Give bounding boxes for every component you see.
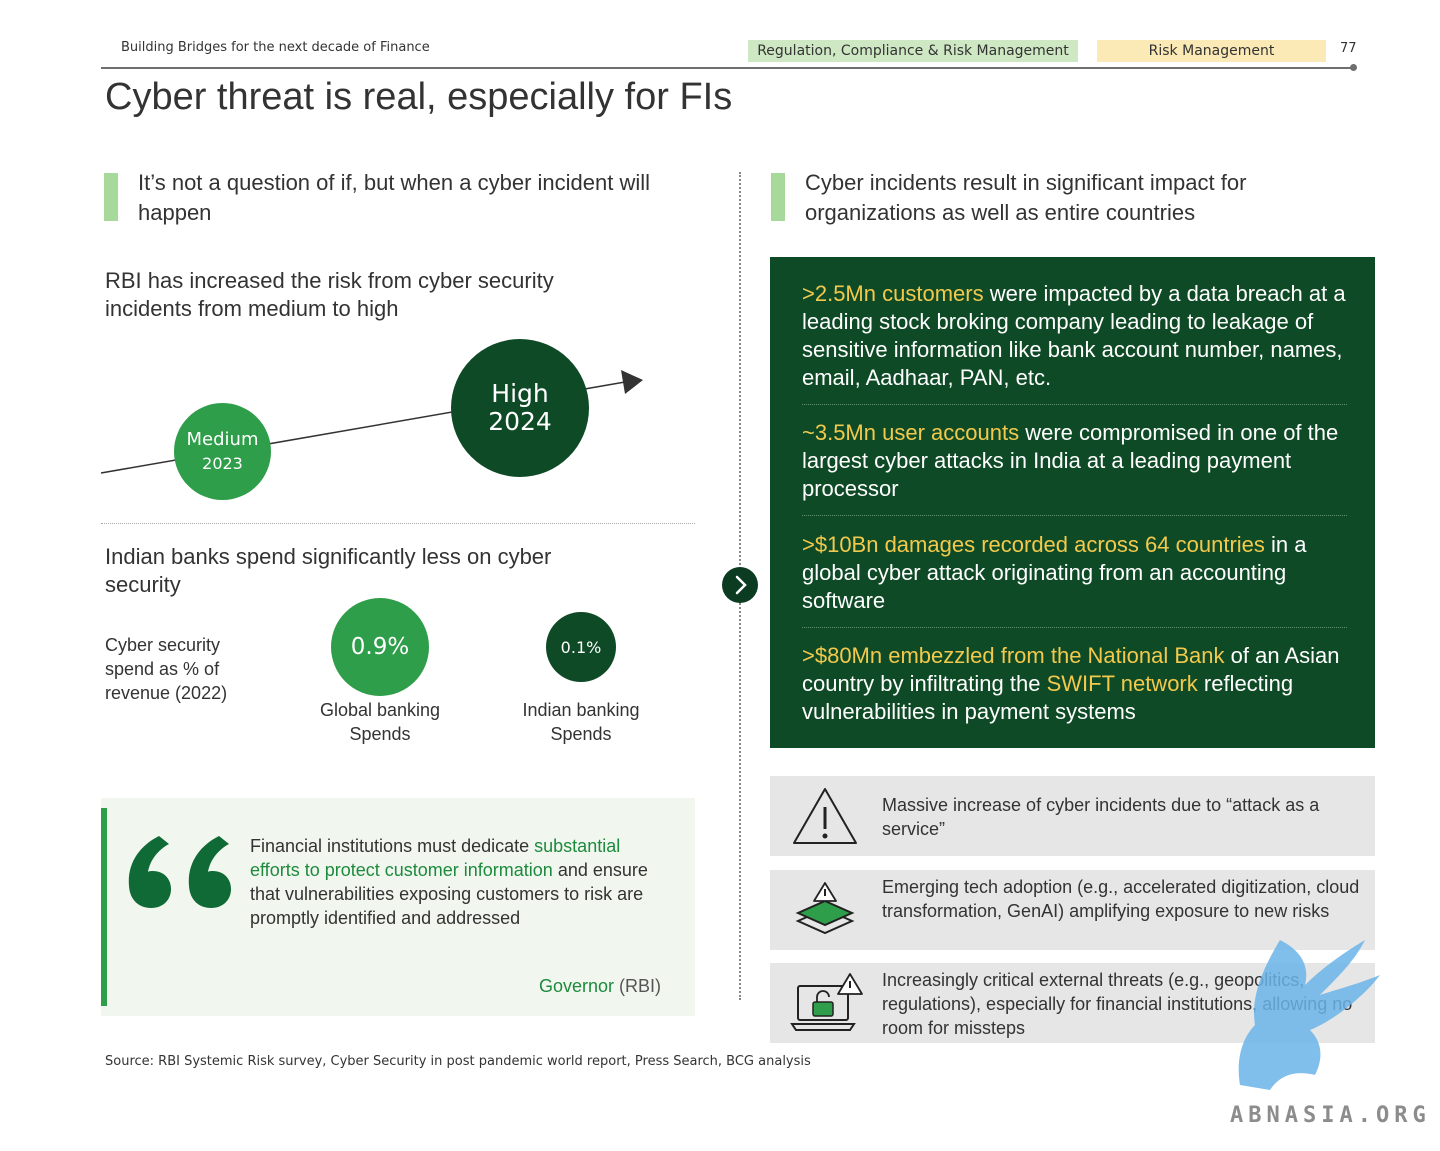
global-spend-label: Global banking Spends: [319, 700, 441, 744]
quote-text-part2: and ensure that vulnerabilities exposing…: [250, 860, 648, 928]
high-risk-label: High: [491, 379, 549, 408]
header-rule-dot: [1350, 64, 1357, 71]
quote-mark-icon: [128, 836, 231, 908]
stat-text: were impacted by a data breach at a lead…: [802, 281, 1346, 390]
rbi-heading: RBI has increased the risk from cyber se…: [105, 268, 554, 321]
left-divider: [101, 523, 695, 524]
chevron-right-icon: [722, 567, 758, 603]
section-tag: Regulation, Compliance & Risk Management: [748, 40, 1078, 62]
subsection-tag: Risk Management: [1097, 40, 1326, 62]
stat-highlight: >$10Bn damages recorded across 64 countr…: [802, 532, 1265, 557]
global-spend-value: 0.9%: [350, 634, 410, 660]
quote-text-highlight: substantial efforts to protect customer …: [250, 836, 621, 880]
risk-text: Emerging tech adoption (e.g., accelerate…: [882, 877, 1360, 921]
stat-highlight: >2.5Mn customers: [802, 281, 984, 306]
stat-item: >$10Bn damages recorded across 64 countr…: [802, 531, 1347, 615]
page-title: Cyber threat is real, especially for FIs: [105, 76, 733, 118]
quote-text-part1: Financial institutions must dedicate: [250, 836, 535, 856]
watermark-griffin-logo: [1238, 940, 1380, 1090]
risk-row: Massive increase of cyber incidents due …: [770, 776, 1375, 856]
right-section-heading: Cyber incidents result in significant im…: [805, 170, 1247, 225]
indian-spend-value: 0.1%: [560, 637, 602, 657]
stat-divider: [802, 404, 1347, 405]
medium-risk-label: Medium: [186, 428, 259, 450]
left-accent-bar: [104, 173, 118, 221]
header-rule: [101, 67, 1355, 69]
high-risk-year: 2024: [488, 407, 552, 436]
stat-highlight: ~3.5Mn user accounts: [802, 420, 1020, 445]
medium-risk-circle: Medium 2023: [174, 403, 271, 500]
global-spend-circle: 0.9%: [331, 598, 429, 696]
stat-text: were compromised in one of the largest c…: [802, 420, 1339, 501]
stat-highlight: >$80Mn embezzled from the National Bank: [802, 643, 1225, 668]
layers-warning-icon: [795, 882, 855, 935]
risk-text: Increasingly critical external threats (…: [882, 970, 1353, 1038]
subsection-tag-label: Risk Management: [1148, 43, 1275, 59]
risk-text: Massive increase of cyber incidents due …: [882, 795, 1320, 839]
stat-divider: [802, 515, 1347, 516]
warning-triangle-icon: [793, 788, 857, 844]
stat-text: in a global cyber attack originating fro…: [802, 532, 1307, 613]
quote-accent-bar: [101, 808, 107, 1006]
left-section-heading: It’s not a question of if, but when a cy…: [138, 170, 650, 225]
stat-divider: [802, 627, 1347, 628]
source-note: Source: RBI Systemic Risk survey, Cyber …: [105, 1054, 811, 1069]
page-number: 77: [1340, 41, 1357, 56]
stat-item: ~3.5Mn user accounts were compromised in…: [802, 419, 1347, 503]
stat-text: reflecting vulnerabilities in payment sy…: [802, 671, 1294, 724]
indian-spend-label: Indian banking Spends: [522, 700, 640, 744]
spend-caption: Cyber security spend as % of revenue (20…: [105, 635, 228, 703]
watermark-text: ABNASIA.ORG: [1230, 1103, 1431, 1128]
stat-highlight: SWIFT network: [1046, 671, 1198, 696]
quote-text: Financial institutions must dedicate sub…: [250, 834, 670, 930]
section-tag-label: Regulation, Compliance & Risk Management: [757, 43, 1069, 59]
stat-text: of an Asian country by infiltrating the: [802, 643, 1340, 696]
right-accent-bar: [771, 173, 785, 221]
quote-author-org: (RBI): [619, 976, 661, 996]
quote-author: Governor: [538, 976, 614, 996]
stat-item: >2.5Mn customers were impacted by a data…: [802, 280, 1347, 392]
risk-row: Emerging tech adoption (e.g., accelerate…: [770, 870, 1375, 950]
governor-quote: Financial institutions must dedicate sub…: [101, 798, 695, 1016]
report-title: Building Bridges for the next decade of …: [121, 40, 430, 55]
high-risk-circle: High 2024: [451, 339, 589, 477]
spend-heading: Indian banks spend significantly less on…: [105, 544, 552, 597]
quote-attribution: Governor (RBI): [539, 976, 661, 997]
medium-risk-year: 2023: [202, 453, 243, 473]
laptop-lock-icon: [790, 973, 863, 1031]
impact-stats-panel: >2.5Mn customers were impacted by a data…: [770, 257, 1375, 748]
stat-item: >$80Mn embezzled from the National Bank …: [802, 642, 1347, 726]
indian-spend-circle: 0.1%: [546, 612, 616, 682]
